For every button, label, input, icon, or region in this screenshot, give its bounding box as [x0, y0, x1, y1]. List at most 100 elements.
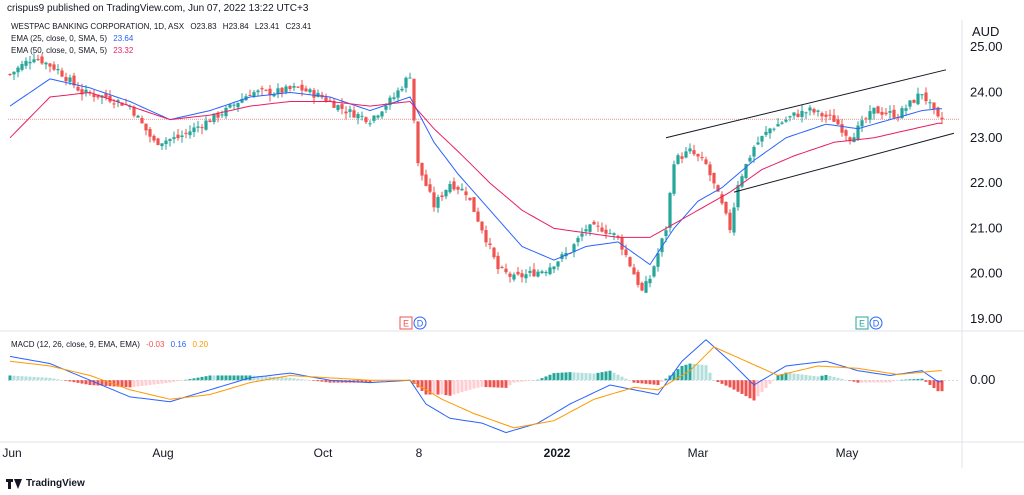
candle-body [596, 225, 600, 227]
candle-body [668, 192, 672, 228]
macd-histogram-bar [280, 377, 284, 381]
candle-body [820, 113, 824, 117]
macd-histogram-bar [300, 379, 304, 381]
macd-histogram-bar [304, 379, 308, 381]
macd-histogram-bar [896, 380, 900, 381]
macd-histogram-bar [436, 380, 440, 395]
candle-body [456, 186, 460, 190]
macd-histogram-bar [268, 376, 272, 381]
macd-histogram-bar [20, 376, 24, 381]
candle-body [656, 253, 660, 267]
candle-body [464, 191, 468, 196]
macd-histogram-bar [188, 379, 192, 381]
macd-histogram-bar [152, 380, 156, 385]
macd-histogram-bar [820, 375, 824, 381]
candle-body [12, 71, 16, 75]
candle-body [788, 116, 792, 118]
candle-body [76, 86, 80, 91]
macd-histogram-bar [488, 380, 492, 388]
macd-histogram-bar [880, 380, 884, 383]
macd-histogram-bar [620, 376, 624, 381]
candle-body [332, 100, 336, 108]
candle-body [136, 115, 140, 118]
macd-histogram-bar [584, 373, 588, 381]
macd-histogram-bar [792, 373, 796, 381]
ema50-legend[interactable]: EMA (50, close, 0, SMA, 5) 23.32 [11, 46, 137, 55]
macd-histogram-bar [940, 380, 944, 392]
candle-body [644, 281, 648, 293]
macd-histogram-bar [24, 376, 28, 381]
macd-histogram-bar [12, 375, 16, 381]
candle-body [936, 107, 940, 117]
candle-body [352, 110, 356, 118]
macd-histogram-bar [464, 380, 468, 391]
candle-body [328, 100, 332, 102]
candle-body [364, 117, 368, 123]
candle-body [924, 92, 928, 102]
macd-histogram-bar [196, 377, 200, 381]
macd-histogram-bar [160, 380, 164, 384]
candle-body [356, 114, 360, 119]
candle-body [800, 110, 804, 117]
candle-body [756, 142, 760, 145]
candle-body [592, 221, 596, 225]
candle-body [420, 162, 424, 176]
macd-histogram-bar [772, 379, 776, 381]
macd-histogram-bar [764, 380, 768, 388]
macd-histogram-bar [108, 380, 112, 387]
macd-histogram-bar [524, 380, 528, 382]
macd-histogram-bar [888, 380, 892, 383]
macd-histogram-bar [724, 380, 728, 386]
macd-histogram-bar [924, 380, 928, 382]
macd-histogram-bar [104, 380, 108, 386]
candle-body [676, 155, 680, 164]
candle-body [688, 148, 692, 152]
macd-histogram-bar [428, 380, 432, 395]
macd-histogram-bar [364, 380, 368, 383]
candle-body [344, 111, 348, 114]
macd-histogram-bar [376, 380, 380, 383]
candle-body [740, 176, 744, 187]
macd-histogram-bar [540, 378, 544, 381]
candle-body [276, 88, 280, 94]
candle-body [204, 120, 208, 130]
macd-histogram-bar [900, 379, 904, 381]
macd-histogram-bar [904, 379, 908, 381]
candle-body [120, 102, 124, 106]
ohlc-open: O23.83 [190, 22, 217, 31]
candle-body [324, 97, 328, 102]
macd-legend[interactable]: MACD (12, 26, close, 9, EMA, EMA) -0.03 … [11, 340, 212, 349]
candle-body [132, 106, 136, 116]
candle-body [520, 273, 524, 278]
candle-body [632, 267, 636, 275]
macd-histogram-bar [324, 380, 328, 383]
candle-body [904, 108, 908, 111]
ema50-line [9, 91, 942, 238]
candle-body [372, 115, 376, 121]
macd-histogram-bar [876, 380, 880, 383]
candle-body [624, 249, 628, 256]
candle-body [164, 140, 168, 145]
candle-body [452, 181, 456, 190]
candle-body [340, 104, 344, 109]
candle-body [448, 184, 452, 193]
macd-histogram-bar [164, 380, 168, 384]
candle-body [496, 255, 500, 270]
macd-histogram-bar [36, 377, 40, 381]
candle-body [428, 184, 432, 192]
macd-histogram-bar [688, 363, 692, 381]
y-tick-label: 21.00 [970, 220, 1003, 235]
ema25-legend[interactable]: EMA (25, close, 0, SMA, 5) 23.64 [11, 34, 137, 43]
candle-body [408, 77, 412, 79]
ohlc-high: H23.84 [222, 22, 249, 31]
macd-histogram-bar [928, 380, 932, 385]
macd-histogram-bar [88, 380, 92, 385]
tradingview-brand[interactable]: TradingView [6, 478, 85, 489]
candle-body [56, 68, 60, 71]
macd-histogram-bar [184, 379, 188, 381]
macd-histogram-bar [84, 380, 88, 385]
candle-body [516, 271, 520, 275]
candle-body [476, 211, 480, 222]
macd-histogram-bar [312, 380, 316, 381]
